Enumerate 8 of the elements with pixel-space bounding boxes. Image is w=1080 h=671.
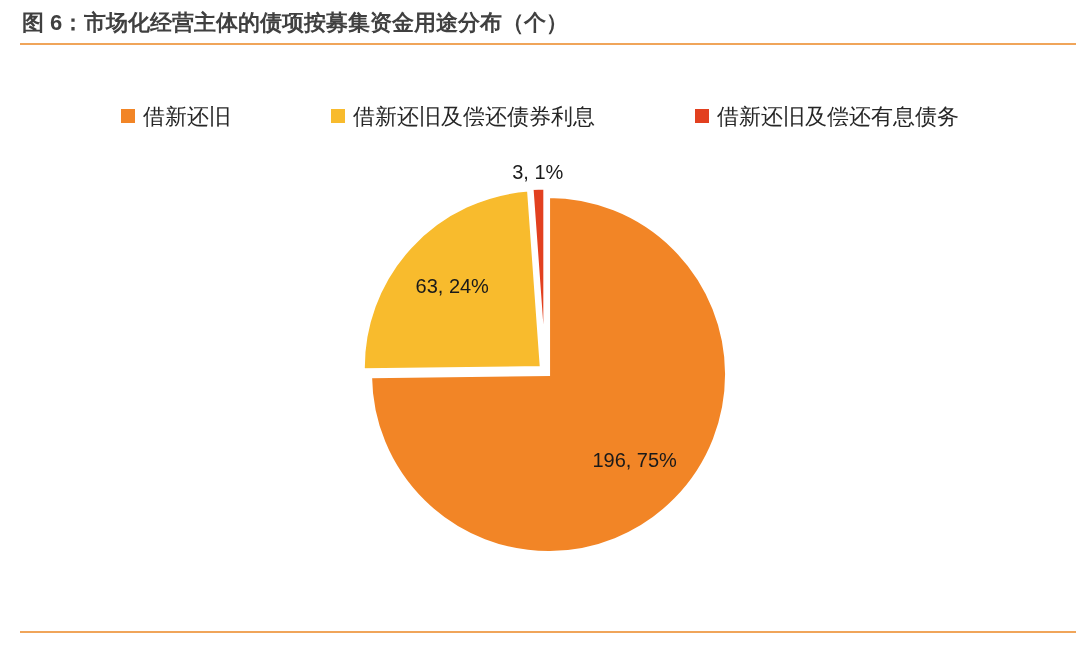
legend-item: 借新还旧及偿还债券利息 xyxy=(331,104,595,129)
legend-label: 借新还旧 xyxy=(143,104,231,129)
data-label: 196, 75% xyxy=(592,448,677,471)
data-label: 63, 24% xyxy=(415,274,489,297)
title: 图 6：市场化经营主体的债项按募集资金用途分布（个） xyxy=(22,10,569,35)
legend-item: 借新还旧及偿还有息债务 xyxy=(695,104,959,129)
legend-item: 借新还旧 xyxy=(121,104,231,129)
data-label: 3, 1% xyxy=(512,161,564,184)
